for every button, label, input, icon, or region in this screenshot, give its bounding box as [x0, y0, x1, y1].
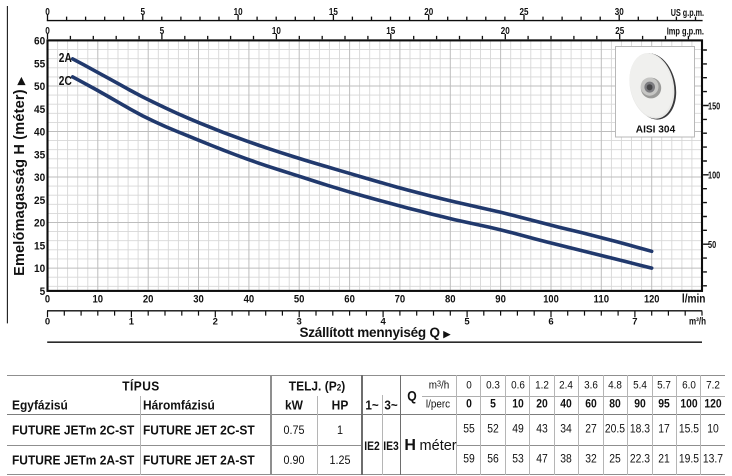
svg-text:5: 5	[40, 286, 46, 298]
svg-text:Imp g.p.m.: Imp g.p.m.	[667, 26, 704, 38]
svg-text:10: 10	[272, 26, 281, 37]
svg-text:0: 0	[45, 7, 50, 18]
svg-text:120: 120	[644, 293, 660, 305]
svg-text:35: 35	[34, 149, 45, 161]
svg-text:110: 110	[594, 293, 610, 305]
svg-text:80: 80	[445, 293, 456, 305]
svg-text:7: 7	[632, 316, 637, 327]
svg-text:20: 20	[501, 26, 510, 37]
svg-text:2C: 2C	[59, 73, 72, 88]
svg-text:25: 25	[520, 7, 529, 18]
svg-text:60: 60	[344, 293, 355, 305]
svg-text:AISI 304: AISI 304	[636, 124, 676, 136]
svg-text:100: 100	[543, 293, 559, 305]
svg-text:25: 25	[34, 195, 45, 207]
svg-text:5: 5	[160, 26, 165, 37]
svg-text:50: 50	[708, 239, 716, 251]
svg-text:45: 45	[34, 104, 45, 116]
svg-text:US g.p.m.: US g.p.m.	[671, 7, 704, 19]
svg-text:90: 90	[495, 293, 506, 305]
svg-text:20: 20	[424, 7, 433, 18]
svg-text:50: 50	[34, 81, 45, 93]
svg-text:30: 30	[34, 172, 45, 184]
svg-text:60: 60	[34, 36, 45, 48]
svg-text:15: 15	[329, 7, 338, 18]
svg-text:6: 6	[548, 316, 553, 327]
svg-text:Szállított mennyiség Q ▶: Szállított mennyiség Q ▶	[299, 325, 451, 340]
svg-text:55: 55	[34, 58, 45, 70]
svg-text:70: 70	[395, 293, 406, 305]
svg-text:10: 10	[234, 7, 243, 18]
svg-text:20: 20	[143, 293, 154, 305]
svg-text:50: 50	[294, 293, 305, 305]
svg-text:0: 0	[45, 316, 50, 327]
svg-text:10: 10	[34, 263, 45, 275]
svg-text:20: 20	[34, 218, 45, 230]
svg-text:30: 30	[193, 293, 204, 305]
svg-text:150: 150	[708, 100, 720, 112]
svg-text:l/min: l/min	[682, 293, 706, 305]
svg-text:2: 2	[213, 316, 218, 327]
svg-text:0: 0	[45, 26, 50, 37]
svg-text:25: 25	[615, 26, 624, 37]
svg-text:0: 0	[45, 293, 50, 305]
svg-text:5: 5	[141, 7, 146, 18]
svg-text:40: 40	[244, 293, 255, 305]
svg-text:40: 40	[34, 127, 45, 139]
svg-text:15: 15	[34, 240, 45, 252]
svg-text:15: 15	[386, 26, 395, 37]
svg-text:4: 4	[380, 316, 386, 327]
svg-text:2A: 2A	[59, 50, 72, 65]
svg-text:100: 100	[708, 170, 720, 182]
svg-text:1: 1	[129, 316, 135, 327]
svg-text:Emelőmagasság H (méter) ▶: Emelőmagasság H (méter) ▶	[12, 76, 28, 276]
svg-text:m³/h: m³/h	[689, 316, 706, 328]
svg-text:10: 10	[93, 293, 104, 305]
svg-text:30: 30	[615, 7, 624, 18]
svg-text:5: 5	[464, 316, 470, 327]
svg-text:3: 3	[297, 316, 302, 327]
